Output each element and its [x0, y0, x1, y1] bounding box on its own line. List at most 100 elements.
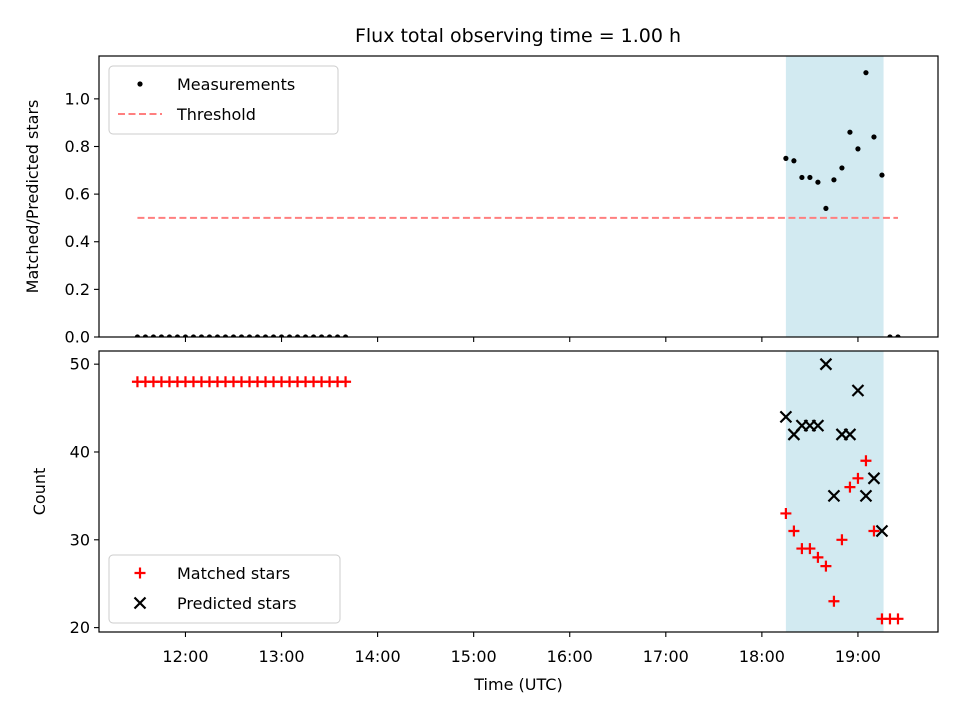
y-axis-label: Count: [30, 468, 49, 516]
y-tick-label: 50: [70, 355, 90, 374]
legend-matched-swatch: [134, 567, 146, 579]
predicted-star-point: [859, 489, 873, 503]
predicted-star-point: [875, 524, 889, 538]
measurement-point: [334, 334, 341, 337]
legend-measurement-swatch: [137, 81, 143, 87]
predicted-star-point: [843, 428, 857, 441]
measurement-point: [278, 334, 285, 337]
axes-frame: [98, 350, 939, 633]
measurement-point: [342, 334, 349, 337]
y-tick-label: 20: [70, 618, 90, 637]
measurement-point: [863, 70, 869, 76]
legend-box: [108, 554, 341, 624]
measurement-point: [262, 334, 269, 337]
measurement-point: [150, 334, 157, 337]
matched-star-point: [852, 472, 864, 484]
x-tick-label: 14:00: [355, 647, 401, 666]
series-predicted-stars: [779, 357, 889, 538]
legend: Measurements Threshold: [108, 65, 339, 135]
x-axis: 12:00 13:00 14:00 15:00 16:00 17:00 18:00 19:00: [162, 632, 881, 666]
measurement-point: [831, 177, 837, 183]
measurement-point: [254, 334, 261, 337]
series-matched-stars: [131, 376, 904, 625]
matched-star-point: [828, 595, 840, 607]
x-tick-label: 17:00: [643, 647, 689, 666]
measurement-point: [871, 134, 877, 140]
x-axis-label: Time (UTC): [473, 675, 562, 694]
matched-star-point: [836, 534, 848, 546]
measurement-point: [302, 334, 309, 337]
legend-label: Predicted stars: [177, 594, 297, 613]
x-axis: [184, 337, 859, 342]
matched-star-point: [340, 376, 352, 388]
measurement-point: [823, 205, 829, 212]
legend-label: Threshold: [176, 105, 256, 124]
y-tick-label: 0.4: [65, 232, 90, 251]
measurement-point: [190, 334, 197, 337]
matched-star-point: [820, 560, 832, 572]
x-tick-label: 16:00: [547, 647, 593, 666]
y-tick-label: 0.8: [65, 137, 90, 156]
x-tick-label: 19:00: [835, 647, 881, 666]
legend-predicted-swatch: [133, 596, 147, 610]
axes-frame: [98, 55, 939, 338]
matched-star-point: [844, 481, 856, 493]
legend: Matched stars Predicted stars: [108, 554, 341, 624]
bottom-panel: 20 30 40 50 Count 12:00 13:00 14:00 15:00 16:00 17…: [30, 350, 939, 694]
predicted-star-point: [819, 357, 833, 371]
y-axis-label: Matched/Predicted stars: [23, 100, 42, 294]
measurement-point: [270, 334, 277, 337]
matched-star-point: [780, 507, 792, 519]
measurement-point: [174, 334, 181, 337]
measurement-point: [206, 334, 213, 337]
measurement-point: [238, 334, 245, 337]
matched-star-point: [788, 525, 800, 537]
measurement-point: [855, 146, 861, 152]
shaded-interval: [785, 351, 884, 632]
measurement-point: [134, 334, 141, 337]
measurement-point: [214, 334, 221, 337]
x-tick-label: 13:00: [258, 647, 304, 666]
measurement-point: [198, 334, 205, 337]
measurement-point: [839, 165, 845, 171]
predicted-star-point: [827, 489, 841, 503]
chart-title: Flux total observing time = 1.00 h: [355, 25, 681, 47]
matched-star-point: [892, 613, 904, 625]
y-tick-label: 1.0: [65, 89, 90, 108]
y-tick-label: 0.6: [65, 185, 90, 204]
legend-box: [108, 65, 339, 135]
matched-star-point: [860, 455, 872, 467]
predicted-star-point: [867, 472, 881, 485]
measurement-point: [879, 172, 885, 178]
top-panel: 0.0 0.2 0.4 0.6 0.8 1.0 Matched/Predicted star…: [23, 55, 939, 347]
measurement-point: [182, 334, 189, 337]
measurement-point: [791, 158, 797, 164]
measurement-point: [815, 179, 821, 185]
measurement-point: [246, 334, 253, 337]
measurement-point: [158, 334, 165, 337]
measurement-point: [318, 334, 325, 337]
matched-star-point: [804, 543, 816, 555]
predicted-star-point: [851, 384, 865, 397]
measurement-point: [222, 334, 229, 337]
y-tick-label: 0.2: [65, 280, 90, 299]
y-axis: 20 30 40 50: [70, 355, 99, 637]
measurement-point: [294, 334, 301, 337]
x-tick-label: 12:00: [162, 647, 208, 666]
y-tick-label: 0.0: [65, 328, 90, 347]
measurement-point: [310, 334, 317, 337]
matched-star-point: [868, 525, 880, 537]
series-measurements: [134, 70, 901, 337]
shaded-interval: [785, 56, 884, 337]
measurement-point: [230, 334, 237, 337]
measurement-point: [807, 174, 813, 181]
predicted-star-point: [779, 410, 793, 424]
legend-label: Measurements: [177, 75, 295, 94]
measurement-point: [887, 334, 893, 337]
plot-area: [131, 357, 904, 625]
measurement-point: [326, 334, 333, 337]
measurement-point: [286, 334, 293, 337]
measurement-point: [166, 334, 173, 337]
y-tick-label: 40: [70, 442, 90, 461]
